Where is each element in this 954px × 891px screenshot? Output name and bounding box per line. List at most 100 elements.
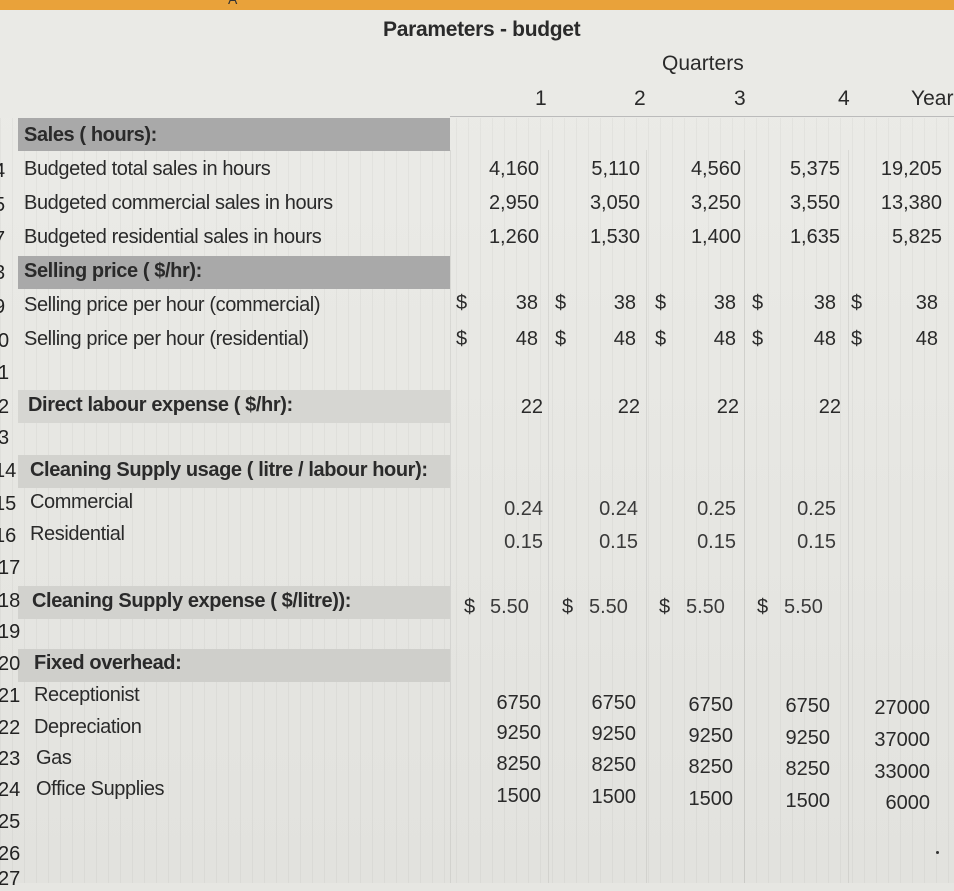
residential-q4[interactable]: 1,635	[789, 226, 840, 248]
fixed-overhead-heading[interactable]: Fixed overhead:	[34, 652, 182, 674]
office-q1[interactable]: 1500	[496, 785, 542, 807]
commercial-sales-label[interactable]: Budgeted commercial sales in hours	[24, 192, 333, 214]
row-number: 5	[0, 194, 5, 217]
labour-q3[interactable]: 22	[716, 396, 739, 418]
office-year[interactable]: 6000	[885, 792, 931, 814]
gas-q2[interactable]: 8250	[591, 754, 637, 776]
labour-q2[interactable]: 22	[617, 396, 640, 418]
sales-heading[interactable]: Sales ( hours):	[24, 124, 157, 146]
gas-q4[interactable]: 8250	[785, 758, 831, 780]
supply-residential-label[interactable]: Residential	[30, 523, 125, 545]
depreciation-q1[interactable]: 9250	[496, 722, 542, 744]
sheet-title[interactable]: Parameters - budget	[383, 18, 581, 41]
depreciation-label[interactable]: Depreciation	[34, 716, 142, 738]
price-comm-q3[interactable]: 38	[713, 292, 736, 314]
col-header-q4[interactable]: 4	[838, 87, 850, 110]
receptionist-q4[interactable]: 6750	[785, 695, 831, 717]
col-header-q1[interactable]: 1	[535, 87, 547, 110]
residential-q3[interactable]: 1,400	[690, 226, 741, 248]
receptionist-q1[interactable]: 6750	[496, 692, 542, 714]
total-q3[interactable]: 4,560	[690, 158, 741, 180]
supply-res-q4[interactable]: 0.15	[797, 531, 836, 553]
gas-q3[interactable]: 8250	[688, 756, 734, 778]
depreciation-q4[interactable]: 9250	[785, 727, 831, 749]
residential-sales-label[interactable]: Budgeted residential sales in hours	[24, 226, 322, 248]
commercial-q3[interactable]: 3,250	[690, 192, 741, 214]
supply-expense-q2[interactable]: 5.50	[589, 596, 628, 618]
supply-res-q2[interactable]: 0.15	[599, 531, 638, 553]
gas-year[interactable]: 33000	[874, 761, 930, 783]
gas-label[interactable]: Gas	[36, 747, 72, 769]
col-header-q3[interactable]: 3	[734, 87, 746, 110]
office-q3[interactable]: 1500	[688, 788, 734, 810]
section-band-sales	[18, 118, 450, 151]
supply-comm-q2[interactable]: 0.24	[599, 498, 638, 520]
residential-q2[interactable]: 1,530	[589, 226, 640, 248]
total-sales-label[interactable]: Budgeted total sales in hours	[24, 158, 271, 180]
commercial-year[interactable]: 13,380	[880, 192, 942, 214]
office-q4[interactable]: 1500	[785, 790, 831, 812]
depreciation-q2[interactable]: 9250	[591, 723, 637, 745]
receptionist-q2[interactable]: 6750	[591, 692, 637, 714]
price-res-q2[interactable]: 48	[613, 328, 636, 350]
total-q2[interactable]: 5,110	[591, 158, 640, 180]
receptionist-label[interactable]: Receptionist	[34, 684, 140, 706]
total-q1[interactable]: 4,160	[488, 158, 539, 180]
commercial-q1[interactable]: 2,950	[488, 192, 539, 214]
labour-q1[interactable]: 22	[520, 396, 543, 418]
total-q4[interactable]: 5,375	[789, 158, 840, 180]
receptionist-q3[interactable]: 6750	[688, 694, 734, 716]
dollar-sign: $	[555, 328, 567, 350]
residential-q1[interactable]: 1,260	[488, 226, 539, 248]
supply-expense-q3[interactable]: 5.50	[686, 596, 725, 618]
supply-expense-heading[interactable]: Cleaning Supply expense ( $/litre)):	[32, 590, 351, 612]
supply-res-q3[interactable]: 0.15	[697, 531, 736, 553]
price-res-q4[interactable]: 48	[813, 328, 836, 350]
office-supplies-label[interactable]: Office Supplies	[36, 778, 165, 800]
grid-line	[450, 150, 451, 883]
labour-heading[interactable]: Direct labour expense ( $/hr):	[28, 394, 293, 416]
gas-q1[interactable]: 8250	[496, 753, 542, 775]
row-number: 7	[0, 228, 5, 251]
row-number: 9	[0, 296, 5, 319]
price-residential-label[interactable]: Selling price per hour (residential)	[24, 328, 309, 350]
receptionist-year[interactable]: 27000	[874, 697, 930, 719]
depreciation-year[interactable]: 37000	[874, 729, 930, 751]
row-number: 3	[0, 427, 10, 449]
total-year[interactable]: 19,205	[880, 158, 942, 180]
supply-res-q1[interactable]: 0.15	[504, 531, 543, 553]
labour-q4[interactable]: 22	[818, 396, 841, 418]
row-number: 1	[0, 362, 10, 384]
residential-year[interactable]: 5,825	[891, 226, 942, 248]
price-comm-year[interactable]: 38	[915, 292, 938, 314]
office-q2[interactable]: 1500	[591, 786, 637, 808]
price-commercial-label[interactable]: Selling price per hour (commercial)	[24, 294, 321, 316]
dollar-sign: $	[655, 292, 667, 314]
commercial-q4[interactable]: 3,550	[789, 192, 840, 214]
row-number: 15	[0, 493, 17, 515]
supply-comm-q4[interactable]: 0.25	[797, 498, 836, 520]
supply-expense-q1[interactable]: 5.50	[490, 596, 529, 618]
col-header-q2[interactable]: 2	[634, 87, 646, 110]
row-number: 19	[0, 621, 21, 643]
supply-comm-q1[interactable]: 0.24	[504, 498, 543, 520]
column-header-strip: A	[0, 0, 954, 10]
supply-comm-q3[interactable]: 0.25	[697, 498, 736, 520]
col-header-year[interactable]: Year	[911, 87, 954, 110]
supply-usage-heading[interactable]: Cleaning Supply usage ( litre / labour h…	[30, 459, 428, 481]
supply-commercial-label[interactable]: Commercial	[30, 491, 133, 513]
price-res-q1[interactable]: 48	[515, 328, 538, 350]
row-number: 14	[0, 460, 17, 482]
section-band-price	[18, 256, 450, 289]
quarters-label[interactable]: Quarters	[662, 52, 744, 75]
column-letter: A	[228, 0, 237, 7]
price-heading[interactable]: Selling price ( $/hr):	[24, 260, 202, 282]
commercial-q2[interactable]: 3,050	[589, 192, 640, 214]
price-comm-q4[interactable]: 38	[813, 292, 836, 314]
price-res-year[interactable]: 48	[915, 328, 938, 350]
supply-expense-q4[interactable]: 5.50	[784, 596, 823, 618]
price-comm-q1[interactable]: 38	[515, 292, 538, 314]
price-res-q3[interactable]: 48	[713, 328, 736, 350]
price-comm-q2[interactable]: 38	[613, 292, 636, 314]
depreciation-q3[interactable]: 9250	[688, 725, 734, 747]
